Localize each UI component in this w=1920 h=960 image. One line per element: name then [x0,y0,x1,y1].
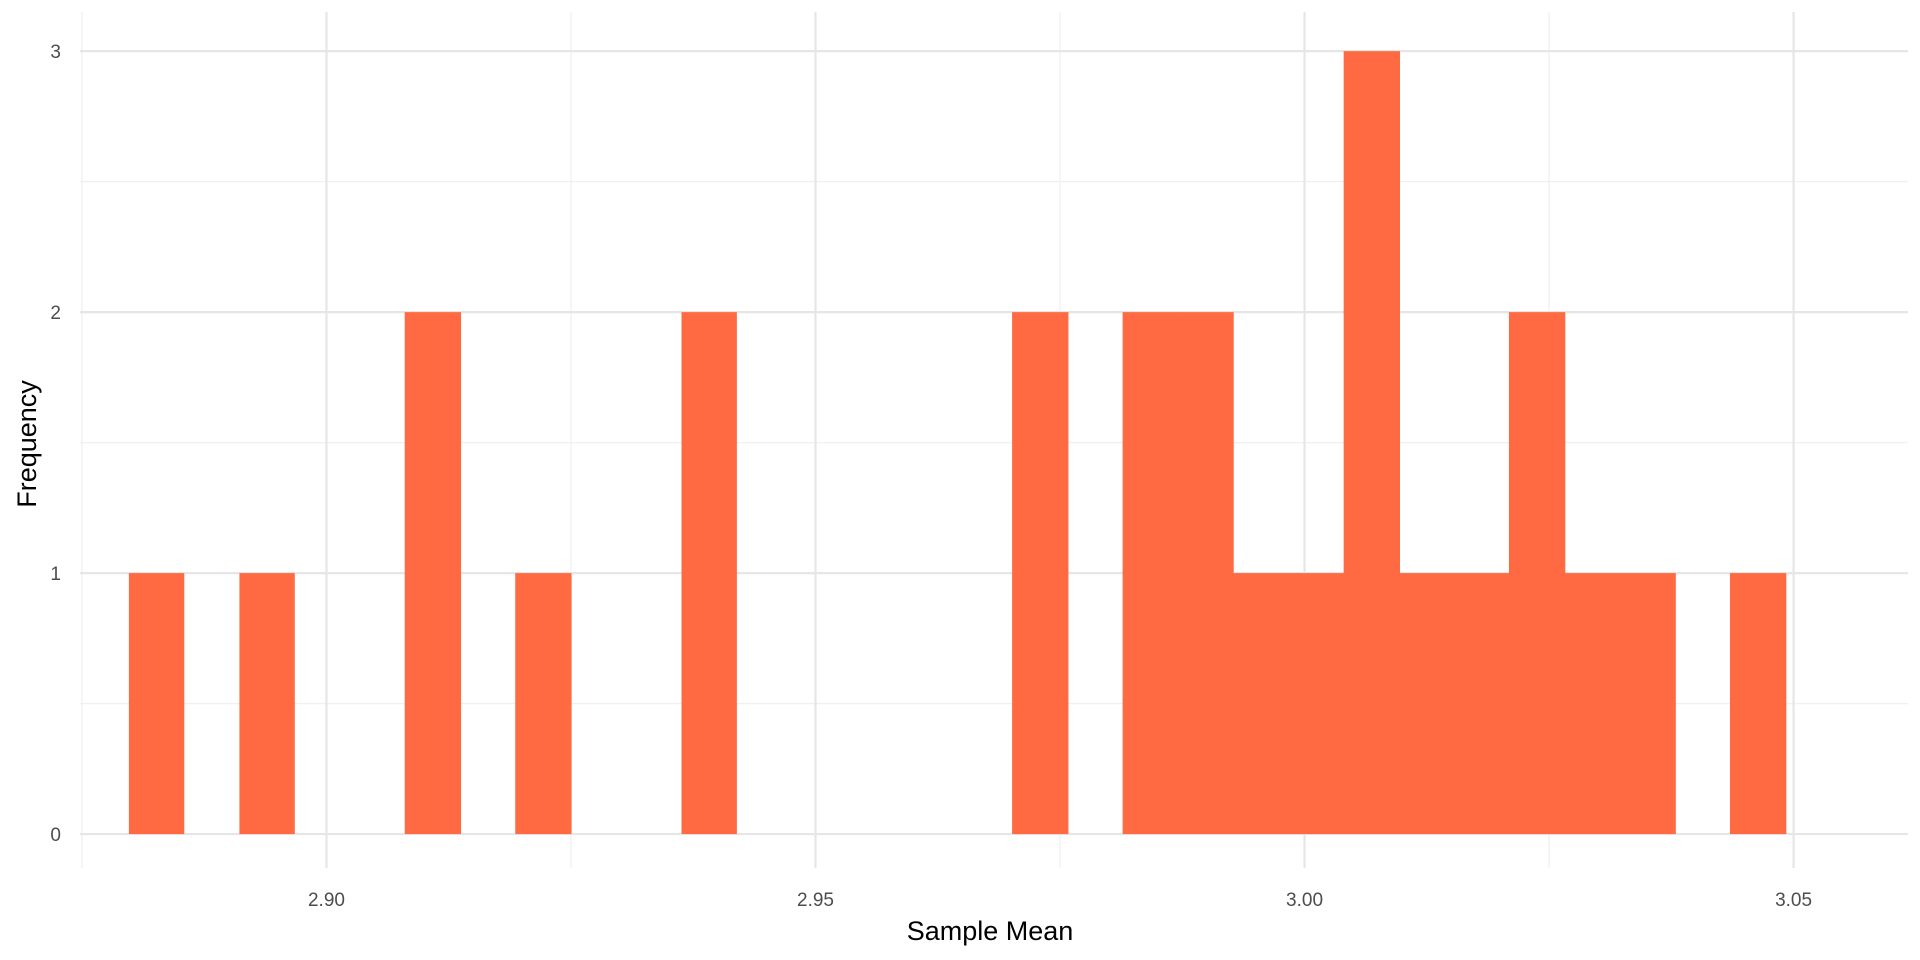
histogram-bars [128,51,1787,835]
histogram-bar [1343,51,1401,835]
histogram-bar [1288,573,1345,835]
histogram-bar [1399,573,1455,835]
histogram-bar [128,573,185,835]
x-tick-label: 2.90 [308,890,345,911]
y-tick-label: 3 [50,42,61,63]
histogram-bar [515,573,572,835]
y-axis-tick-labels: 0 1 2 3 [50,42,61,846]
x-axis-title: Sample Mean [907,916,1074,946]
histogram-bar [404,312,462,835]
histogram-bar [1122,312,1179,835]
x-tick-label: 2.95 [797,890,834,911]
histogram-bar [1619,573,1676,835]
x-tick-label: 3.05 [1775,890,1812,911]
histogram-bar [1233,573,1290,835]
y-tick-label: 0 [50,825,61,846]
histogram-bar [1564,573,1621,835]
histogram-bar [1508,312,1566,835]
histogram-bar [1012,312,1069,835]
y-axis-title: Frequency [12,380,42,508]
minor-gridlines [80,12,1908,868]
histogram-bar [681,312,737,835]
y-tick-label: 2 [50,303,61,324]
x-tick-label: 3.00 [1286,890,1323,911]
x-axis-tick-labels: 2.90 2.95 3.00 3.05 [308,890,1812,911]
histogram-bar [1454,573,1510,835]
histogram-bar [239,573,295,835]
histogram-bar [1729,573,1787,835]
y-tick-label: 1 [50,564,61,585]
histogram-bar [1178,312,1234,835]
